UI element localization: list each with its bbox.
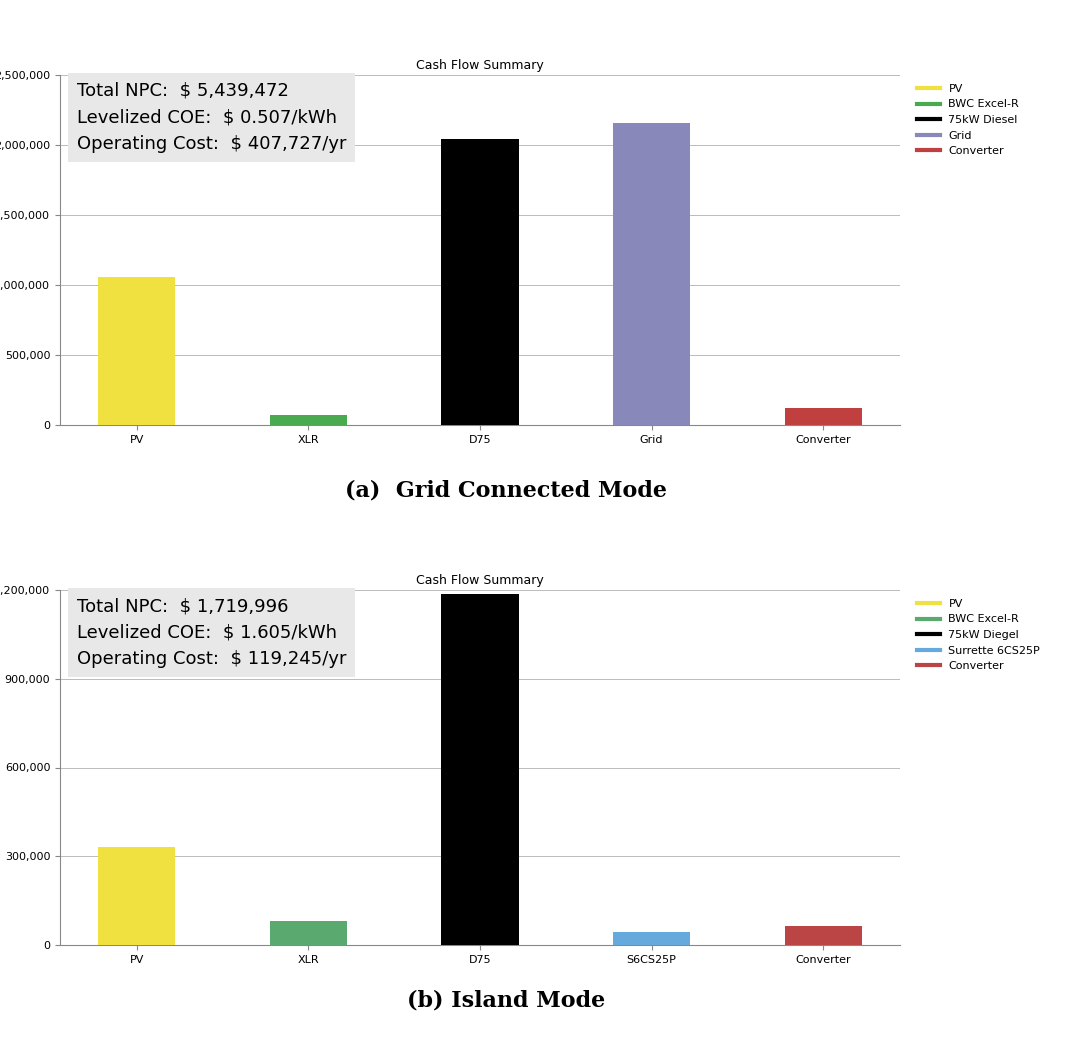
Legend: PV, BWC Excel-R, 75kW Diegel, Surrette 6CS25P, Converter: PV, BWC Excel-R, 75kW Diegel, Surrette 6… [914, 596, 1044, 674]
Bar [269, 415, 347, 425]
Bar [269, 921, 347, 945]
Bar [613, 932, 690, 945]
Bar [98, 848, 176, 945]
Bar [98, 277, 176, 425]
Bar [613, 122, 690, 425]
Title: Cash Flow Summary: Cash Flow Summary [416, 575, 544, 588]
Title: Cash Flow Summary: Cash Flow Summary [416, 59, 544, 73]
Bar [442, 595, 519, 945]
Text: (b) Island Mode: (b) Island Mode [407, 989, 605, 1011]
Bar [785, 926, 862, 945]
Text: Total NPC:  $ 1,719,996
Levelized COE:  $ 1.605/kWh
Operating Cost:  $ 119,245/y: Total NPC: $ 1,719,996 Levelized COE: $ … [76, 597, 347, 668]
Text: (a)  Grid Connected Mode: (a) Grid Connected Mode [346, 479, 667, 501]
Bar [785, 409, 862, 425]
Bar [442, 139, 519, 425]
Text: Total NPC:  $ 5,439,472
Levelized COE:  $ 0.507/kWh
Operating Cost:  $ 407,727/y: Total NPC: $ 5,439,472 Levelized COE: $ … [76, 82, 347, 153]
Legend: PV, BWC Excel-R, 75kW Diesel, Grid, Converter: PV, BWC Excel-R, 75kW Diesel, Grid, Conv… [914, 81, 1022, 159]
